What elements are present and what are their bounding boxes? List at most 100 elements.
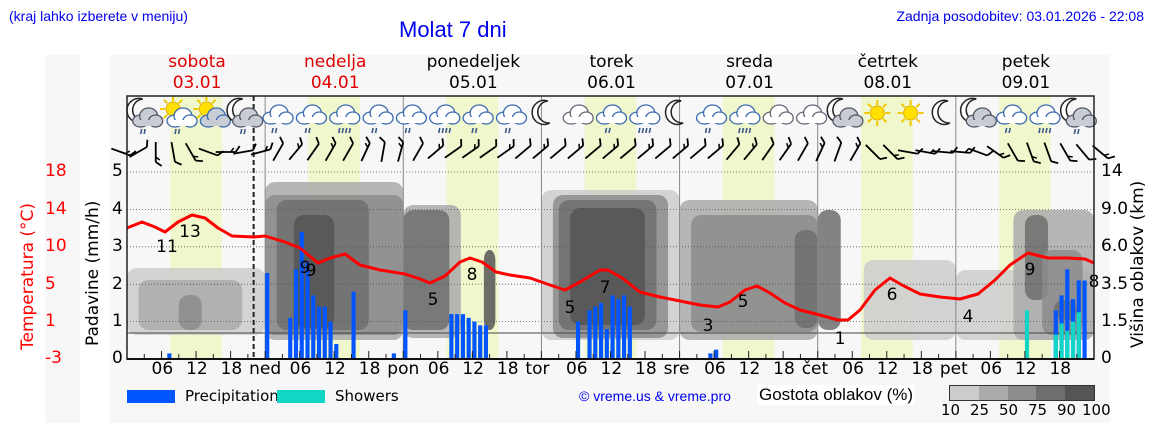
day-header-2: nedelja 04.01 <box>275 52 395 94</box>
legend-showers-label: Showers <box>335 387 399 405</box>
x-tick-label: 18 <box>220 359 243 379</box>
sun-icon <box>864 100 891 126</box>
colorbar-tick: 10 <box>941 401 961 419</box>
wind-barbs-row <box>111 136 1116 167</box>
last-update: Zadnja posodobitev: 03.01.2026 - 22:08 <box>896 8 1144 24</box>
colorbar-cell <box>1007 386 1037 400</box>
precipitation-swatch <box>127 389 175 403</box>
wind-barb-icon <box>602 138 620 160</box>
colorbar-tick: 90 <box>1057 401 1077 419</box>
temperature-label: 9 <box>300 258 311 278</box>
cloud-height-tick: 3.5 <box>1101 274 1129 294</box>
cloud-density-label: Gostota oblakov (%) <box>757 385 916 405</box>
cloud-height-tick: 0 <box>1101 348 1112 368</box>
wind-barb-icon <box>865 144 888 160</box>
x-tick-label: 06 <box>565 359 588 379</box>
x-tick-label: 12 <box>876 359 899 379</box>
temperature-label: 5 <box>738 292 749 312</box>
cloud-rain-icon <box>729 104 761 134</box>
wind-barb-icon <box>233 143 257 155</box>
moon-rain-icon <box>226 97 264 135</box>
moon-icon <box>931 99 951 126</box>
wind-barb-icon <box>129 139 149 158</box>
temperature-label: 1 <box>835 329 846 349</box>
day-name: ponedeljek <box>426 52 521 72</box>
wind-barb-icon <box>689 138 707 160</box>
plot-frame <box>126 95 1095 360</box>
wind-barb-icon <box>549 138 567 160</box>
wind-barb-icon <box>272 136 284 162</box>
temperature-line <box>126 213 1095 322</box>
colorbar-cell <box>1036 386 1066 400</box>
colorbar-tick: 25 <box>970 401 990 419</box>
wind-barb-icon <box>1043 142 1059 164</box>
x-tick-label: 06 <box>980 359 1003 379</box>
cloud-rain-icon <box>995 104 1028 134</box>
wind-barb-icon <box>815 136 826 162</box>
colorbar-tick: 50 <box>999 401 1019 419</box>
wind-barb-icon <box>461 139 480 159</box>
moon-rain-icon <box>1059 97 1097 135</box>
wind-barb-icon <box>184 142 203 163</box>
precipitation-tick: 5 <box>112 161 123 181</box>
wind-barb-icon <box>637 138 655 160</box>
cloud-icon <box>562 104 594 125</box>
x-tick-label: 18 <box>1049 359 1072 379</box>
temperature-label: 8 <box>467 265 478 285</box>
temperature-label: 9 <box>306 261 317 281</box>
location-menu-hint[interactable]: (kraj lahko izberete v meniju) <box>9 8 188 24</box>
temperature-label: 5 <box>428 290 439 310</box>
colorbar-tick: 100 <box>1082 401 1111 419</box>
wind-barb-icon <box>342 136 354 162</box>
cloud-rain-icon <box>262 104 294 134</box>
day-header-7: petek 09.01 <box>966 52 1086 94</box>
wind-barb-icon <box>743 137 758 161</box>
wind-barb-icon <box>170 141 182 166</box>
day-header-6: četrtek 08.01 <box>828 52 948 94</box>
wind-barb-icon <box>444 139 463 159</box>
wind-barb-icon <box>1007 142 1026 163</box>
wind-barb-icon <box>532 138 550 160</box>
x-tick-label: 12 <box>186 359 208 379</box>
wind-barb-icon <box>849 136 862 162</box>
wind-barb-icon <box>672 138 690 160</box>
cloud-rain-icon <box>429 104 461 134</box>
temperature-label: 7 <box>600 278 611 298</box>
x-tick-label: 18 <box>773 359 795 379</box>
wind-barb-icon <box>968 147 994 157</box>
x-tick-label: 12 <box>1014 359 1037 379</box>
x-tick-label: 12 <box>324 359 346 379</box>
day-date: 09.01 <box>1001 73 1051 93</box>
day-name: petek <box>1001 52 1051 72</box>
cloud-rain-icon <box>395 104 428 134</box>
cloud-rain-icon <box>295 104 328 134</box>
cloud-rain-icon <box>629 104 661 134</box>
wind-barb-icon <box>324 136 337 162</box>
x-tick-label: 18 <box>496 359 519 379</box>
temperature-tick: 1 <box>45 311 56 331</box>
wind-barb-icon <box>1092 144 1116 160</box>
legend-showers: Showers <box>277 387 399 405</box>
colorbar-tick: 75 <box>1028 401 1048 419</box>
showers-swatch <box>277 389 325 403</box>
wind-barb-icon <box>725 137 741 161</box>
sun-cloud-icon <box>193 96 232 128</box>
wind-barb-icon <box>619 138 637 160</box>
wind-barb-icon <box>986 145 1011 159</box>
wind-barb-icon <box>797 136 809 162</box>
day-date: 06.01 <box>587 73 636 93</box>
temperature-tick: 10 <box>45 236 67 256</box>
moon-icon <box>664 99 684 126</box>
temperature-label: 3 <box>703 316 714 336</box>
day-header-5: sreda 07.01 <box>690 52 810 94</box>
wind-barb-icon <box>1075 143 1097 161</box>
wind-barb-icon <box>397 136 405 162</box>
x-tick-label: 06 <box>704 359 726 379</box>
day-date: 04.01 <box>310 73 360 93</box>
copyright-link[interactable]: © vreme.us & vreme.pro <box>579 388 731 404</box>
x-tick-label: 12 <box>738 359 761 379</box>
moon-cloud-icon <box>826 97 864 128</box>
precipitation-tick: 1 <box>112 311 123 331</box>
wind-barb-icon <box>833 136 843 162</box>
